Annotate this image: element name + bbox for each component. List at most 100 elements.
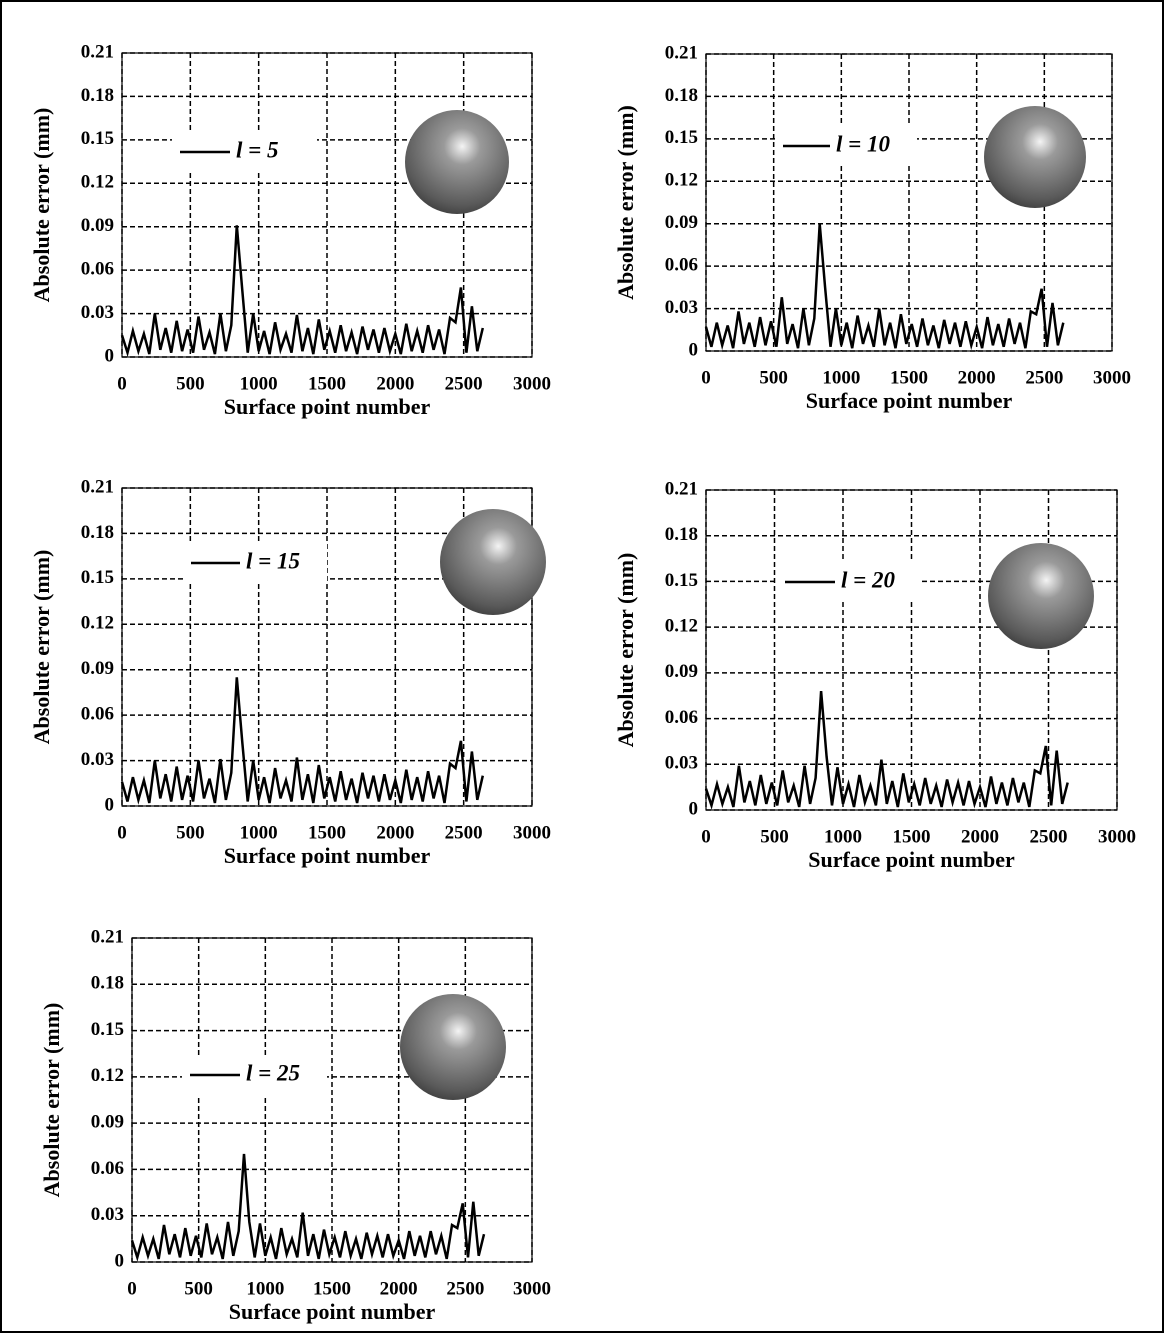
y-tick-label: 0 xyxy=(689,798,699,819)
x-tick-label: 0 xyxy=(117,822,127,843)
x-tick-label: 2000 xyxy=(961,826,999,847)
y-tick-label: 0.18 xyxy=(81,85,114,106)
y-tick-label: 0.09 xyxy=(81,658,114,679)
y-tick-label: 0.18 xyxy=(91,973,124,994)
legend-label: l = 15 xyxy=(246,548,300,573)
x-axis-title: Surface point number xyxy=(224,394,431,419)
plot-frame xyxy=(121,487,533,807)
x-tick-label: 3000 xyxy=(1098,826,1136,847)
y-tick-label: 0.15 xyxy=(81,128,114,149)
x-tick-label: 2000 xyxy=(958,367,996,388)
y-tick-label: 0.21 xyxy=(81,41,114,62)
y-axis-title: Absolute error (mm) xyxy=(613,105,638,300)
x-tick-label: 0 xyxy=(117,373,127,394)
x-axis-title: Surface point number xyxy=(806,388,1013,413)
x-tick-label: 2500 xyxy=(1030,826,1068,847)
x-tick-label: 500 xyxy=(184,1278,213,1299)
x-tick-label: 1500 xyxy=(890,367,928,388)
y-axis-title: Absolute error (mm) xyxy=(39,1003,64,1198)
x-tick-label: 1500 xyxy=(893,826,931,847)
y-tick-label: 0.09 xyxy=(81,215,114,236)
x-tick-label: 2000 xyxy=(376,373,414,394)
x-tick-label: 3000 xyxy=(1093,367,1131,388)
x-tick-label: 1000 xyxy=(822,367,860,388)
y-tick-label: 0.09 xyxy=(665,212,698,233)
x-tick-label: 500 xyxy=(759,367,788,388)
x-tick-label: 500 xyxy=(760,826,789,847)
x-tick-label: 2500 xyxy=(1025,367,1063,388)
y-axis-title: Absolute error (mm) xyxy=(29,108,54,303)
y-tick-label: 0.03 xyxy=(665,753,698,774)
y-tick-label: 0.21 xyxy=(91,926,124,947)
sphere-icon xyxy=(405,110,509,214)
sphere-icon xyxy=(988,543,1094,649)
y-tick-label: 0.12 xyxy=(81,172,114,193)
data-line xyxy=(130,1153,486,1262)
x-tick-label: 2500 xyxy=(445,373,483,394)
data-line xyxy=(120,225,485,358)
y-tick-label: 0.03 xyxy=(91,1204,124,1225)
y-axis-title: Absolute error (mm) xyxy=(613,553,638,748)
legend-label: l = 25 xyxy=(246,1060,300,1085)
y-tick-label: 0.06 xyxy=(665,707,698,728)
legend-label: l = 20 xyxy=(841,567,895,592)
x-tick-label: 3000 xyxy=(513,1278,551,1299)
x-tick-label: 2000 xyxy=(376,822,414,843)
y-tick-label: 0.21 xyxy=(81,476,114,497)
y-tick-label: 0 xyxy=(105,345,115,366)
x-tick-label: 1000 xyxy=(824,826,862,847)
x-axis-title: Surface point number xyxy=(224,843,431,868)
x-tick-label: 2500 xyxy=(445,822,483,843)
y-tick-label: 0.15 xyxy=(665,570,698,591)
y-tick-label: 0.03 xyxy=(665,297,698,318)
y-tick-label: 0.15 xyxy=(665,127,698,148)
plot-frame xyxy=(705,53,1113,352)
y-tick-label: 0.09 xyxy=(665,661,698,682)
x-tick-label: 500 xyxy=(176,822,205,843)
legend-label: l = 5 xyxy=(236,137,279,162)
x-tick-label: 1500 xyxy=(308,373,346,394)
y-tick-label: 0.06 xyxy=(81,259,114,280)
y-tick-label: 0.15 xyxy=(81,567,114,588)
y-tick-label: 0.12 xyxy=(665,616,698,637)
y-tick-label: 0 xyxy=(115,1250,125,1271)
y-tick-label: 0.09 xyxy=(91,1112,124,1133)
x-tick-label: 3000 xyxy=(513,822,551,843)
y-tick-label: 0.06 xyxy=(91,1158,124,1179)
y-tick-label: 0.06 xyxy=(81,704,114,725)
plot-frame xyxy=(705,489,1118,811)
sphere-icon xyxy=(440,509,546,615)
x-tick-label: 1500 xyxy=(313,1278,351,1299)
y-tick-label: 0.06 xyxy=(665,255,698,276)
data-line xyxy=(704,223,1065,351)
x-tick-label: 0 xyxy=(701,367,711,388)
plot-frame xyxy=(121,52,533,358)
sphere-icon xyxy=(400,994,506,1100)
y-tick-label: 0 xyxy=(689,339,699,360)
x-tick-label: 2500 xyxy=(446,1278,484,1299)
y-tick-label: 0.18 xyxy=(665,524,698,545)
x-tick-label: 1500 xyxy=(308,822,346,843)
sphere-icon xyxy=(984,106,1086,208)
y-tick-label: 0.21 xyxy=(665,42,698,63)
x-tick-label: 0 xyxy=(127,1278,137,1299)
x-tick-label: 1000 xyxy=(246,1278,284,1299)
data-line xyxy=(120,677,485,805)
y-tick-label: 0.15 xyxy=(91,1019,124,1040)
legend-label: l = 10 xyxy=(836,131,890,156)
x-tick-label: 0 xyxy=(701,826,711,847)
plot-frame xyxy=(131,937,533,1263)
y-tick-label: 0.03 xyxy=(81,302,114,323)
x-tick-label: 1000 xyxy=(240,373,278,394)
y-tick-label: 0 xyxy=(105,794,115,815)
y-tick-label: 0.18 xyxy=(665,85,698,106)
x-axis-title: Surface point number xyxy=(229,1299,436,1324)
y-tick-label: 0.21 xyxy=(665,478,698,499)
x-tick-label: 3000 xyxy=(513,373,551,394)
y-tick-label: 0.18 xyxy=(81,522,114,543)
y-tick-label: 0.12 xyxy=(665,170,698,191)
y-axis-title: Absolute error (mm) xyxy=(29,550,54,745)
x-tick-label: 1000 xyxy=(240,822,278,843)
